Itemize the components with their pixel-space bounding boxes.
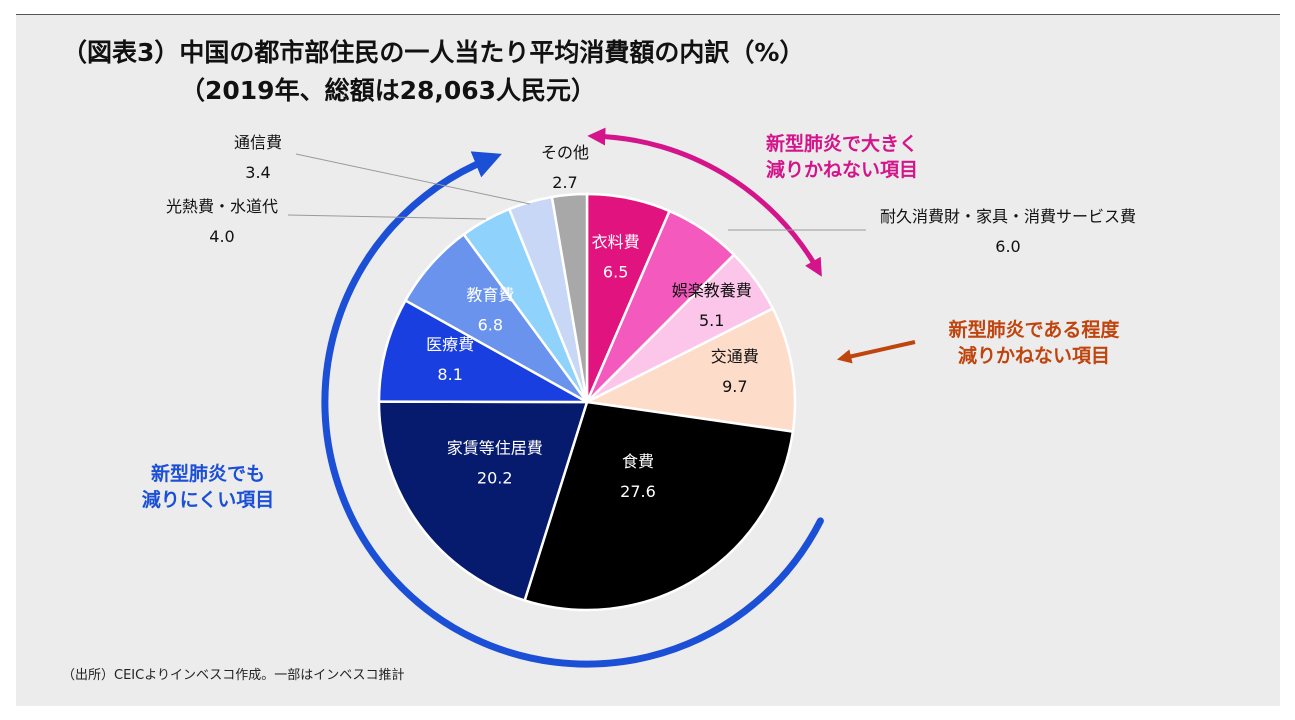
- arrow-moderate-decrease: [836, 340, 916, 364]
- source-note: （出所）CEICよりインベスコ作成。一部はインベスコ推計: [62, 668, 405, 683]
- slice-value-7: 6.8: [478, 316, 503, 335]
- slice-label-9: 通信費: [234, 133, 282, 152]
- slice-value-9: 3.4: [245, 163, 270, 182]
- pie-slice-5: [377, 400, 589, 603]
- pie-slice-6: [377, 298, 592, 404]
- slice-label-8: 光熱費・水道代: [166, 197, 278, 216]
- slice-value-8: 4.0: [209, 227, 234, 246]
- chart-title-line2: （2019年、総額は28,063人民元）: [180, 76, 597, 105]
- arrow-large-decrease: [587, 127, 822, 277]
- annotation-0-line2: 減りかねない項目: [766, 158, 918, 181]
- slice-label-10: その他: [541, 143, 589, 162]
- leader-line-8: [287, 214, 487, 220]
- slice-value-1: 6.0: [995, 237, 1020, 256]
- slice-value-0: 6.5: [603, 262, 628, 281]
- annotation-1-line2: 減りかねない項目: [958, 344, 1110, 367]
- annotation-0-line1: 新型肺炎で大きく: [766, 132, 918, 155]
- slice-label-4: 食費: [622, 452, 654, 471]
- slice-label-2: 娯楽教養費: [672, 281, 752, 300]
- slice-value-6: 8.1: [437, 365, 462, 384]
- slice-label-0: 衣料費: [592, 232, 640, 251]
- leader-line-9: [295, 153, 531, 205]
- pie-slice-3: [582, 306, 797, 434]
- slice-value-2: 5.1: [699, 311, 724, 330]
- slice-value-3: 9.7: [722, 377, 747, 396]
- annotation-2-line1: 新型肺炎でも: [151, 462, 265, 485]
- arrow-stable-items: [321, 151, 824, 668]
- slice-label-7: 教育費: [466, 286, 514, 305]
- pie-slice-4: [523, 400, 795, 612]
- top-rule: [16, 14, 1280, 15]
- slice-label-3: 交通費: [711, 347, 759, 366]
- slice-label-5: 家賃等住居費: [447, 439, 543, 458]
- slice-value-5: 20.2: [477, 469, 513, 488]
- slice-label-1: 耐久消費財・家具・消費サービス費: [880, 207, 1136, 226]
- annotation-2-line2: 減りにくい項目: [142, 488, 275, 511]
- chart-title-line1: （図表3）中国の都市部住民の一人当たり平均消費額の内訳（%）: [62, 38, 805, 67]
- slice-value-4: 27.6: [620, 482, 656, 501]
- slice-value-10: 2.7: [552, 173, 577, 192]
- chart-title: （図表3）中国の都市部住民の一人当たり平均消費額の内訳（%） （2019年、総額…: [62, 34, 962, 110]
- annotation-1-line1: 新型肺炎である程度: [949, 318, 1121, 341]
- slice-label-6: 医療費: [426, 335, 474, 354]
- pie-slice-10: [550, 192, 589, 403]
